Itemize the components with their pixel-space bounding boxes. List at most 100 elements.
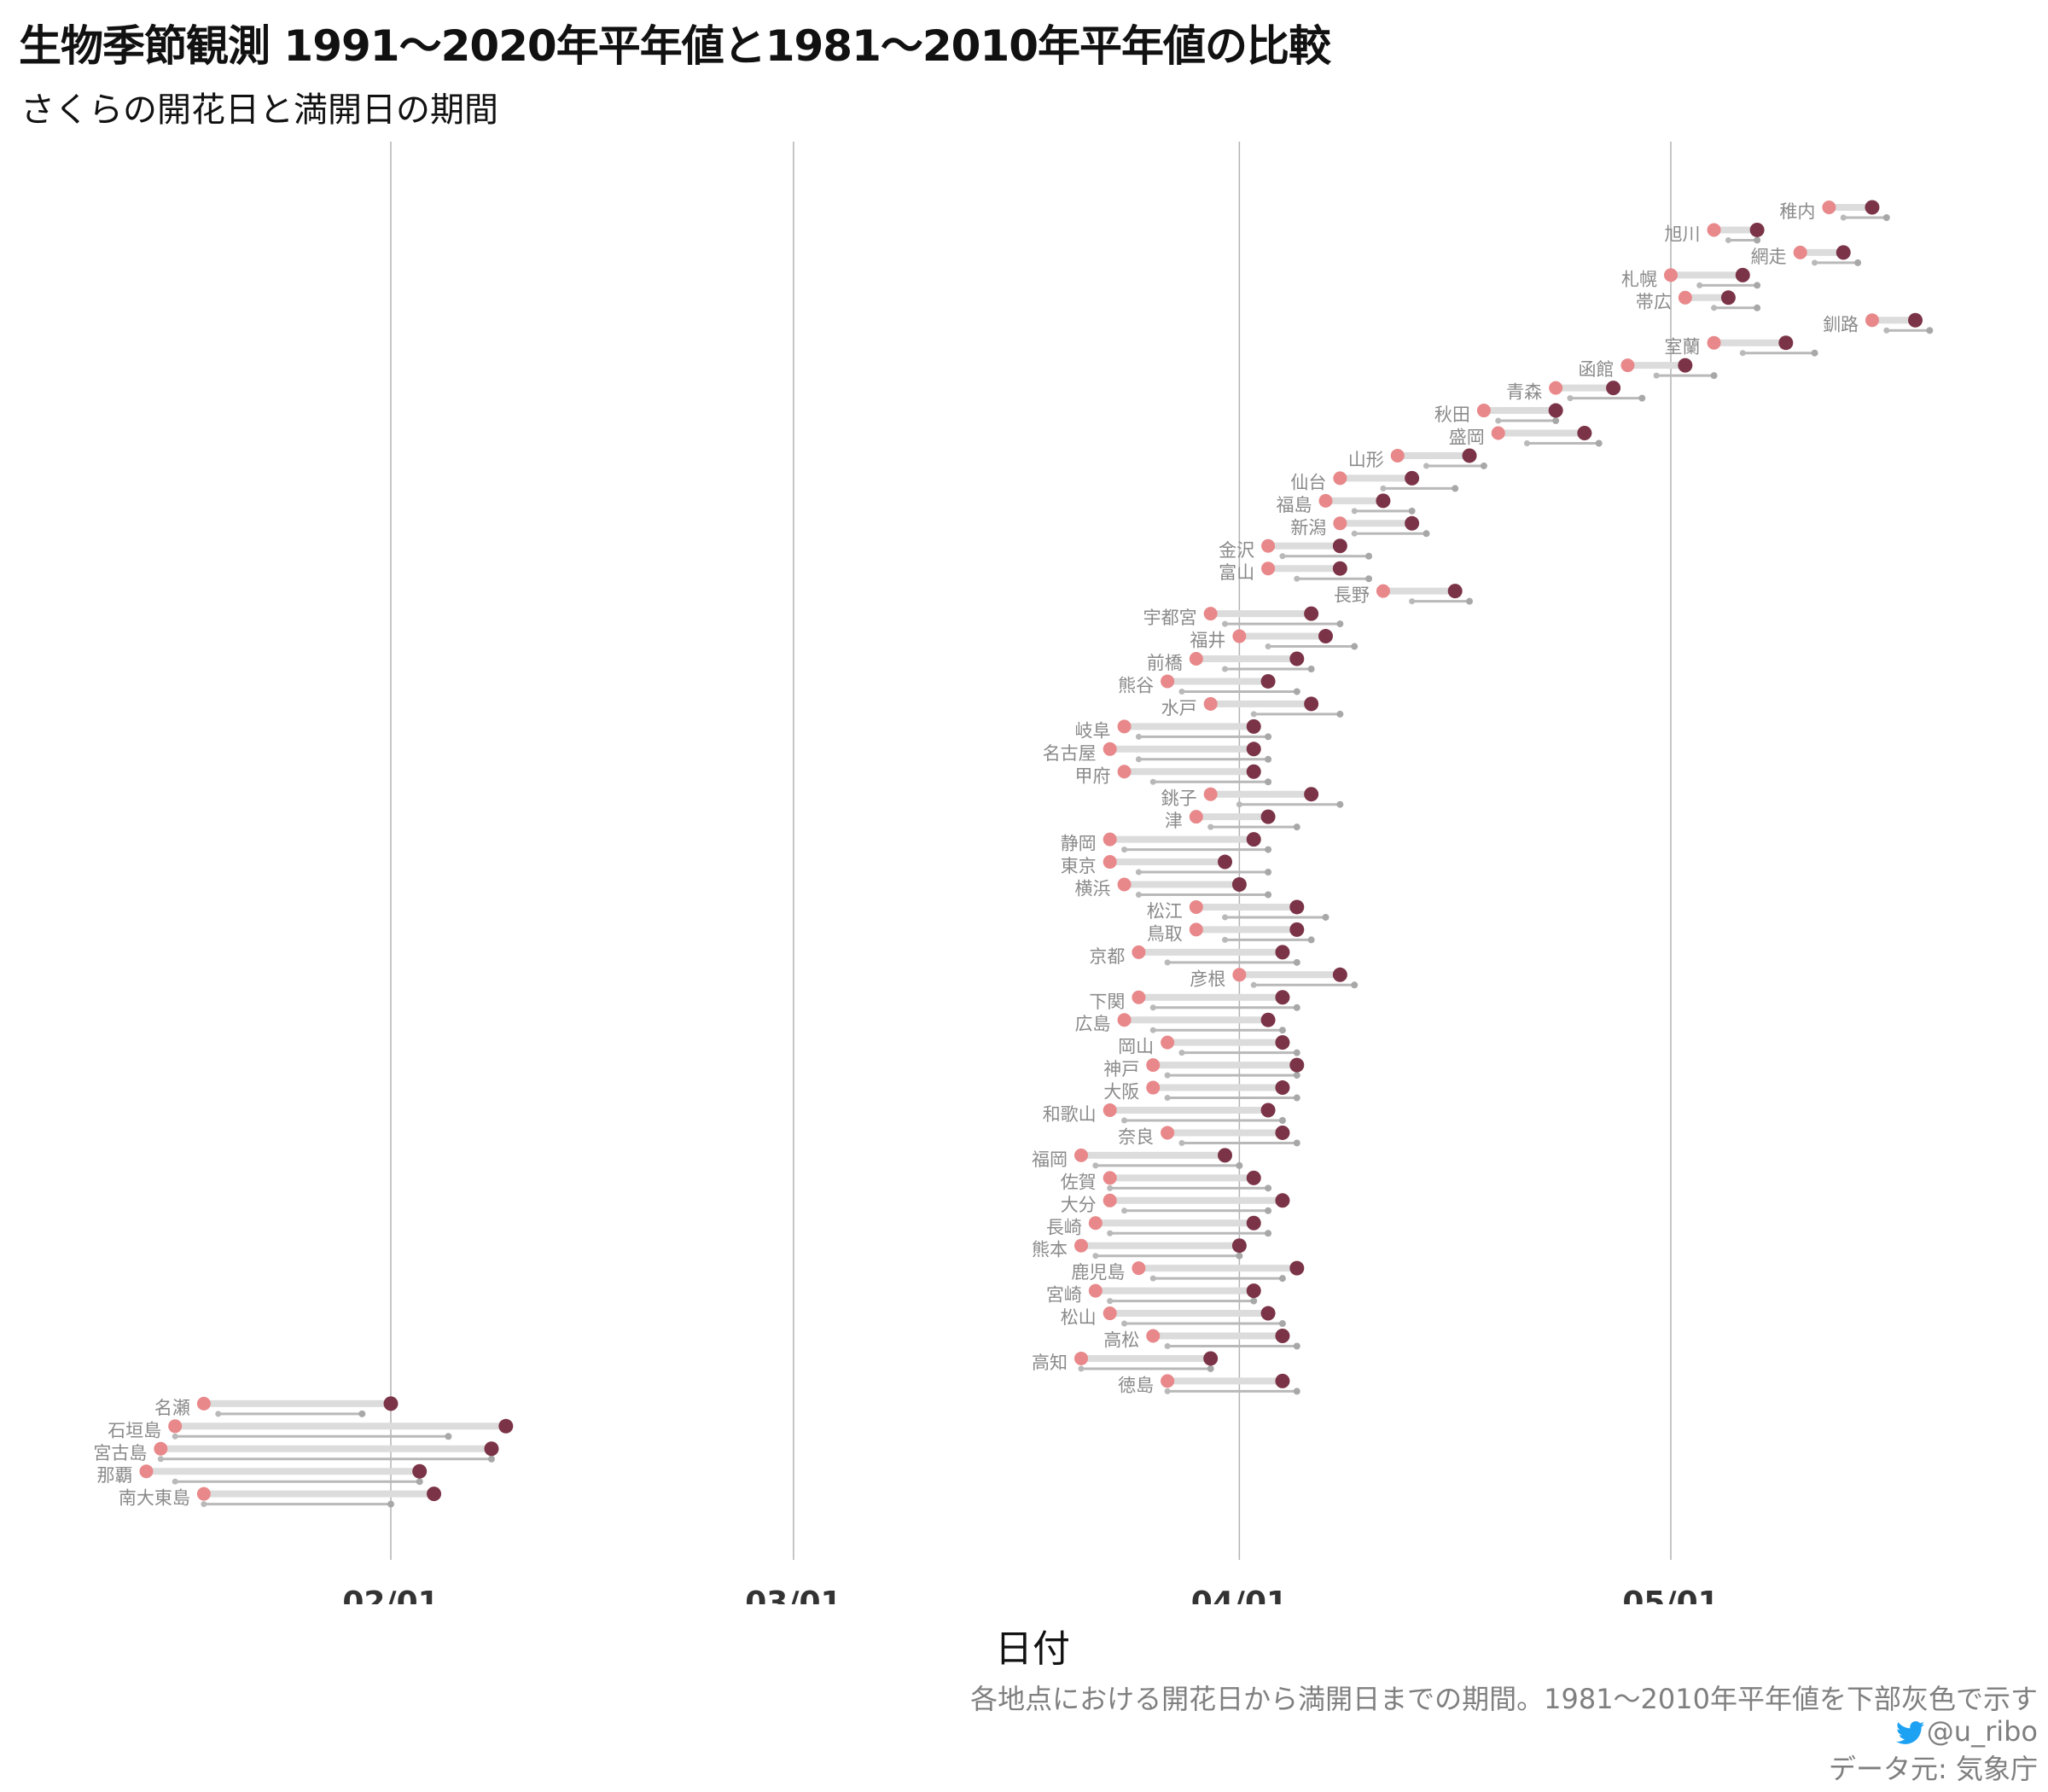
- old-bloom-point: [215, 1411, 222, 1417]
- old-full-point: [1293, 688, 1300, 695]
- station-label: 福島: [1277, 495, 1312, 515]
- station-label: 前橋: [1147, 653, 1183, 673]
- station-label: 名瀬: [154, 1398, 190, 1418]
- full-bloom-point: [1447, 584, 1463, 599]
- old-bloom-point: [1351, 530, 1358, 537]
- full-bloom-point: [1735, 267, 1750, 282]
- station-label: 青森: [1506, 382, 1542, 403]
- station-label: 稚内: [1779, 201, 1815, 222]
- old-full-point: [1293, 1139, 1300, 1147]
- full-bloom-point: [1304, 787, 1319, 802]
- old-full-point: [1926, 327, 1934, 335]
- bloom-point: [1549, 381, 1563, 395]
- old-full-point: [1452, 485, 1459, 492]
- plot-area: 稚内旭川網走札幌帯広釧路室蘭函館青森秋田盛岡山形仙台福島新潟金沢富山長野宇都宮福…: [93, 142, 1934, 1604]
- bloom-point: [196, 1487, 211, 1501]
- bloom-point: [1707, 223, 1721, 237]
- old-full-point: [358, 1410, 366, 1417]
- full-bloom-point: [1275, 1193, 1290, 1208]
- old-bloom-point: [1149, 1004, 1156, 1011]
- station-label: 山形: [1348, 450, 1384, 470]
- old-full-point: [1278, 1117, 1286, 1124]
- old-bloom-point: [1567, 395, 1574, 402]
- bloom-point: [1073, 1351, 1088, 1365]
- full-bloom-point: [1376, 493, 1391, 509]
- author-handle[interactable]: @u_ribo: [1895, 1715, 2038, 1748]
- old-full-point: [1336, 800, 1344, 808]
- station-label: 東京: [1061, 856, 1097, 876]
- old-bloom-point: [1294, 575, 1300, 582]
- bloom-point: [1117, 1013, 1132, 1027]
- old-full-point: [1638, 394, 1646, 402]
- station-label: 静岡: [1061, 834, 1097, 854]
- old-bloom-point: [1121, 1320, 1128, 1327]
- station-label: 下関: [1089, 992, 1125, 1012]
- old-bloom-point: [1164, 1388, 1171, 1394]
- station-label: 金沢: [1219, 540, 1254, 561]
- station-label: 福岡: [1032, 1149, 1068, 1170]
- old-full-point: [1854, 259, 1862, 266]
- bloom-point: [1189, 652, 1203, 666]
- full-bloom-point: [498, 1418, 514, 1434]
- old-bloom-point: [1078, 1365, 1085, 1372]
- old-full-point: [1265, 778, 1272, 786]
- station-label: 鳥取: [1147, 923, 1183, 944]
- old-full-point: [1754, 282, 1761, 289]
- full-bloom-point: [1275, 1329, 1290, 1343]
- old-bloom-point: [1495, 417, 1502, 424]
- full-bloom-point: [1246, 1215, 1261, 1231]
- old-bloom-point: [1883, 327, 1890, 334]
- x-axis-ticks: 02/01 03/01 04/01 05/01: [342, 1585, 1719, 1604]
- full-bloom-point: [1275, 1035, 1290, 1050]
- bloom-point: [1103, 1171, 1117, 1185]
- full-bloom-point: [1246, 742, 1261, 757]
- old-bloom-point: [1725, 236, 1731, 243]
- bloom-point: [1376, 584, 1390, 598]
- station-label: 岐阜: [1075, 720, 1111, 741]
- station-label: 宮古島: [93, 1443, 147, 1463]
- full-bloom-point: [1246, 832, 1261, 847]
- full-bloom-point: [1260, 1306, 1276, 1321]
- full-bloom-point: [1332, 538, 1347, 554]
- full-bloom-point: [1304, 606, 1319, 621]
- old-full-point: [1293, 958, 1300, 966]
- old-full-point: [1293, 1388, 1300, 1395]
- old-full-point: [1278, 1027, 1286, 1034]
- full-bloom-point: [1332, 561, 1347, 576]
- old-bloom-point: [1178, 688, 1185, 695]
- old-bloom-point: [1135, 869, 1142, 876]
- old-full-point: [1278, 1320, 1286, 1328]
- old-bloom-point: [1250, 711, 1257, 718]
- old-full-point: [1466, 597, 1474, 605]
- author-handle-text: @u_ribo: [1926, 1715, 2038, 1748]
- full-bloom-point: [1720, 290, 1736, 305]
- full-bloom-point: [1577, 426, 1592, 440]
- old-bloom-point: [1149, 778, 1156, 785]
- station-label: 高松: [1103, 1330, 1139, 1351]
- old-full-point: [1265, 891, 1272, 899]
- old-full-point: [487, 1455, 495, 1463]
- old-bloom-point: [1207, 823, 1214, 830]
- bloom-point: [1146, 1329, 1161, 1343]
- old-full-point: [1754, 304, 1761, 311]
- full-bloom-point: [1260, 1012, 1276, 1027]
- station-label: 熊本: [1032, 1240, 1068, 1260]
- old-bloom-point: [1135, 756, 1142, 763]
- bloom-point: [1117, 877, 1132, 892]
- old-bloom-point: [1107, 1184, 1114, 1191]
- bloom-point: [1189, 899, 1203, 914]
- station-label: 新潟: [1290, 517, 1326, 538]
- x-tick-label: 03/01: [745, 1585, 841, 1604]
- bloom-point: [1189, 810, 1203, 824]
- full-bloom-point: [1260, 809, 1276, 824]
- old-bloom-point: [1164, 1095, 1171, 1102]
- old-full-point: [1351, 643, 1359, 650]
- old-bloom-point: [1222, 914, 1229, 921]
- bloom-point: [1189, 922, 1203, 937]
- full-bloom-point: [1749, 222, 1765, 237]
- bloom-point: [1203, 787, 1218, 801]
- bloom-point: [1146, 1058, 1161, 1073]
- old-full-point: [1293, 823, 1300, 831]
- station-label: 大分: [1061, 1195, 1097, 1215]
- bloom-point: [1261, 538, 1276, 553]
